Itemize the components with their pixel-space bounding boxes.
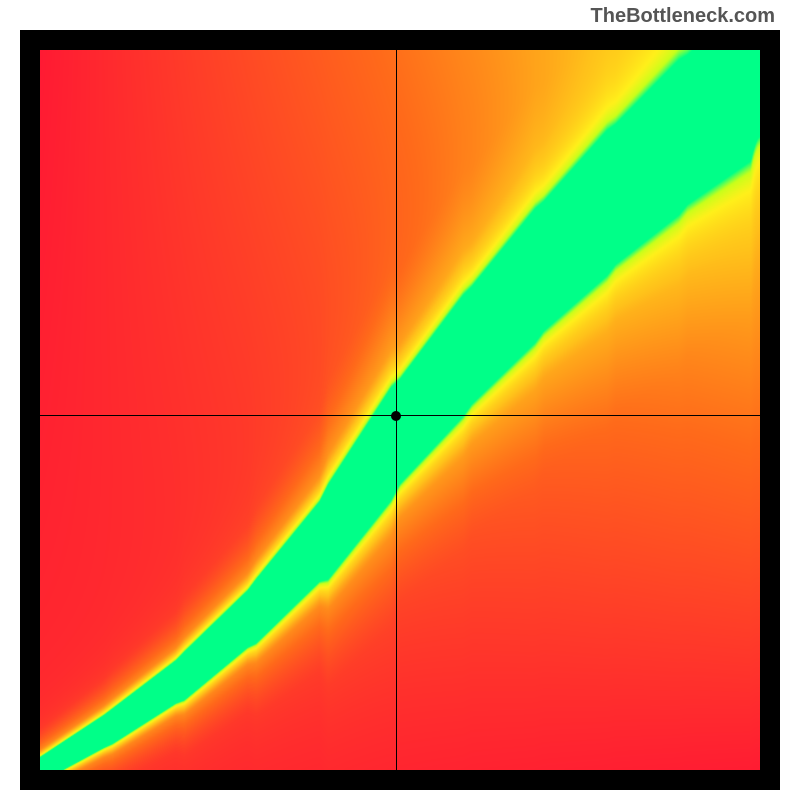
chart-area	[40, 50, 760, 770]
watermark-text: TheBottleneck.com	[591, 5, 775, 28]
heatmap-canvas	[40, 50, 760, 770]
crosshair-vertical	[396, 50, 397, 770]
